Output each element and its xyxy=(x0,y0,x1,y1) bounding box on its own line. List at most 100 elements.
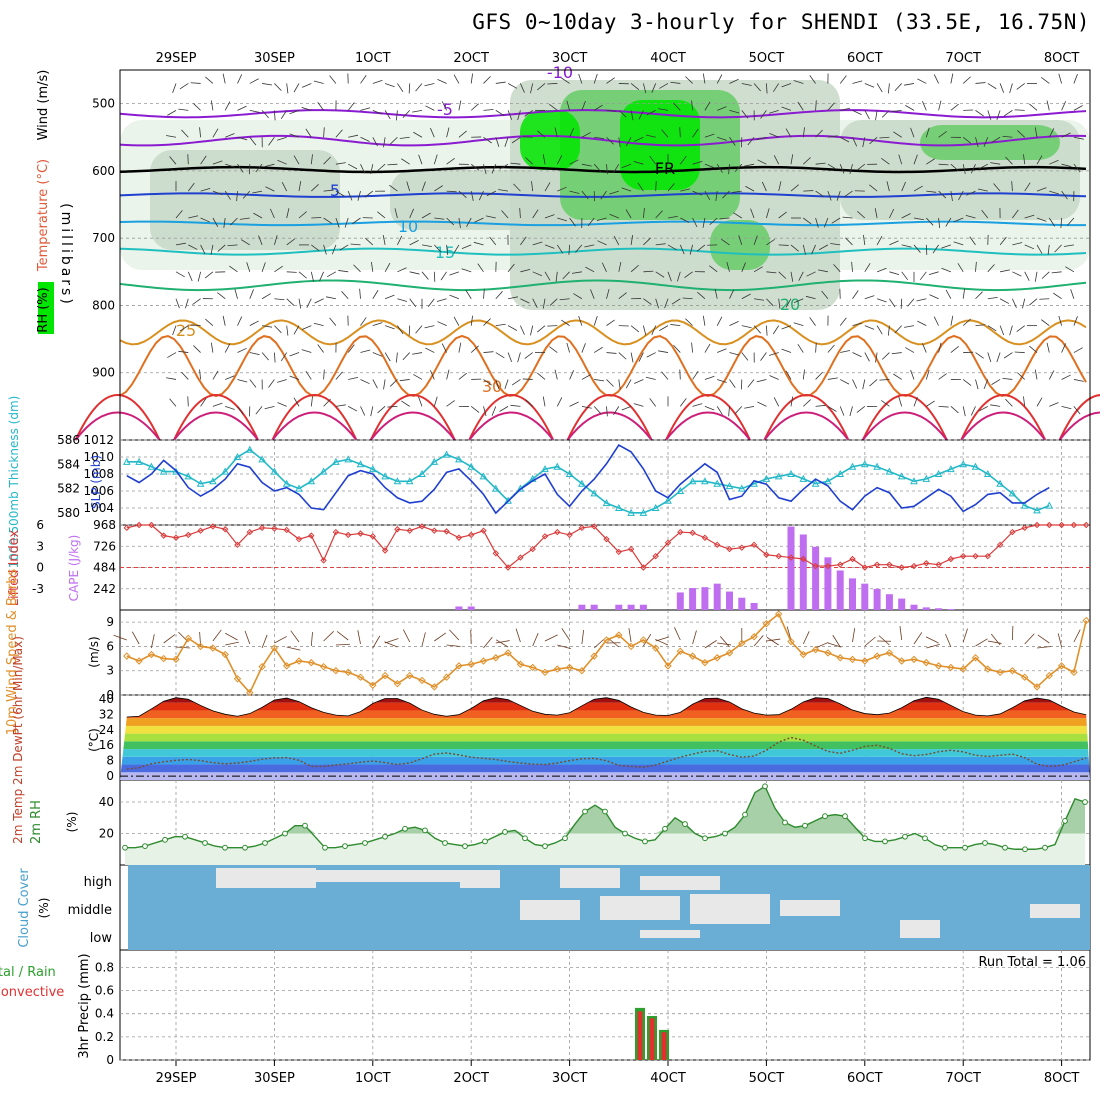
thickness-line xyxy=(126,448,1050,514)
cape-bar xyxy=(639,604,647,610)
rh-point xyxy=(222,844,228,851)
wind-barb xyxy=(729,352,740,356)
wind-barb xyxy=(1037,634,1050,644)
wind-barb xyxy=(360,349,371,353)
wind-barb xyxy=(409,240,419,246)
panel-frame xyxy=(119,949,1091,1061)
wind-barb xyxy=(633,403,644,407)
x-tick-label-bottom: 8OCT xyxy=(1044,1071,1080,1086)
wind-barb xyxy=(1049,190,1059,195)
wind-barb xyxy=(781,348,792,353)
wind-barb xyxy=(408,325,411,336)
li-point xyxy=(455,534,463,541)
cape-bar xyxy=(713,583,721,610)
wind-barb xyxy=(289,375,300,380)
wind-barb xyxy=(769,375,779,380)
li-point xyxy=(578,524,586,532)
li-point xyxy=(861,564,869,571)
wind-barb xyxy=(893,373,902,380)
wind-barb xyxy=(357,630,361,645)
wind-barb xyxy=(938,373,947,380)
wind-barb xyxy=(319,271,324,282)
wind-speed-point xyxy=(615,631,623,639)
y-tick-label: 0.8 xyxy=(95,960,114,974)
rh-point xyxy=(562,835,568,842)
cloud-gap xyxy=(640,930,700,938)
wind-barb xyxy=(520,298,530,304)
wind-barb xyxy=(969,236,976,246)
wind-barb xyxy=(1051,271,1062,274)
wind-barb xyxy=(377,211,386,219)
x-tick-label-top: 7OCT xyxy=(945,51,981,66)
wind-barb xyxy=(941,244,952,249)
thickness-point xyxy=(184,472,193,480)
isotherm-line xyxy=(119,279,1087,292)
wind-barb xyxy=(975,82,986,84)
wind-barb xyxy=(446,190,457,193)
wind-speed-point xyxy=(627,642,635,651)
wind-barb xyxy=(913,632,923,645)
wind-barb xyxy=(359,288,361,299)
wind-barb xyxy=(483,406,487,417)
wind-barb xyxy=(197,271,201,282)
wind-barb xyxy=(904,83,915,86)
wind-barb xyxy=(317,344,324,353)
wind-barb xyxy=(458,190,467,198)
wind-barb xyxy=(434,244,442,253)
wind-barb xyxy=(249,320,259,326)
li-point xyxy=(1046,521,1053,529)
wind-barb xyxy=(802,631,810,645)
wind-barb xyxy=(978,163,988,170)
cape-bar xyxy=(861,583,869,610)
wind-barb xyxy=(893,131,902,138)
wind-speed-point xyxy=(159,654,168,663)
wind-barb xyxy=(978,406,988,412)
wind-barb xyxy=(477,263,484,273)
thickness-point xyxy=(897,472,906,480)
wind-barb xyxy=(667,183,675,192)
wind-barb xyxy=(113,634,127,641)
surface-isotherm xyxy=(173,394,259,441)
wind-barb xyxy=(932,244,939,254)
wind-barb xyxy=(372,109,383,115)
rh-point xyxy=(942,844,948,851)
wind-barb xyxy=(637,182,644,192)
precip-conv-bar xyxy=(637,1011,643,1060)
wind-barb xyxy=(645,134,656,138)
wind-barb xyxy=(179,83,189,90)
y-axis-unit: (°C) xyxy=(87,728,101,752)
wind-speed-point xyxy=(418,676,426,685)
wind-barb xyxy=(756,136,767,141)
wind-barb xyxy=(335,371,343,380)
wind-barb xyxy=(999,298,1010,304)
wind-speed-point xyxy=(811,645,820,654)
wind-barb xyxy=(876,325,883,335)
wind-barb xyxy=(581,100,586,111)
wind-speed-point xyxy=(332,667,340,675)
wind-barb xyxy=(415,325,423,334)
cape-bar xyxy=(824,557,832,610)
wind-barb xyxy=(797,101,804,111)
isotherm-line xyxy=(119,220,1087,227)
wind-barb xyxy=(449,271,460,276)
wind-barb xyxy=(402,352,410,361)
li-point xyxy=(320,557,327,564)
wind-barb xyxy=(262,325,273,328)
wind-barb xyxy=(434,217,445,220)
wind-barb xyxy=(806,271,816,277)
wind-barb xyxy=(933,316,939,326)
wind-barb xyxy=(692,161,703,165)
y-tick-label: 968 xyxy=(93,518,116,532)
rh-point xyxy=(522,835,528,842)
wind-barb xyxy=(413,374,423,380)
wind-barb xyxy=(889,271,900,275)
rh-point xyxy=(322,844,328,851)
wind-barb xyxy=(852,137,858,147)
wind-barb xyxy=(692,190,702,196)
li-line xyxy=(126,524,1087,569)
wind-barb xyxy=(507,110,513,120)
wind-barb xyxy=(928,271,939,275)
wind-barb xyxy=(453,74,460,84)
wind-barb xyxy=(313,322,324,327)
wind-speed-point xyxy=(947,663,955,672)
